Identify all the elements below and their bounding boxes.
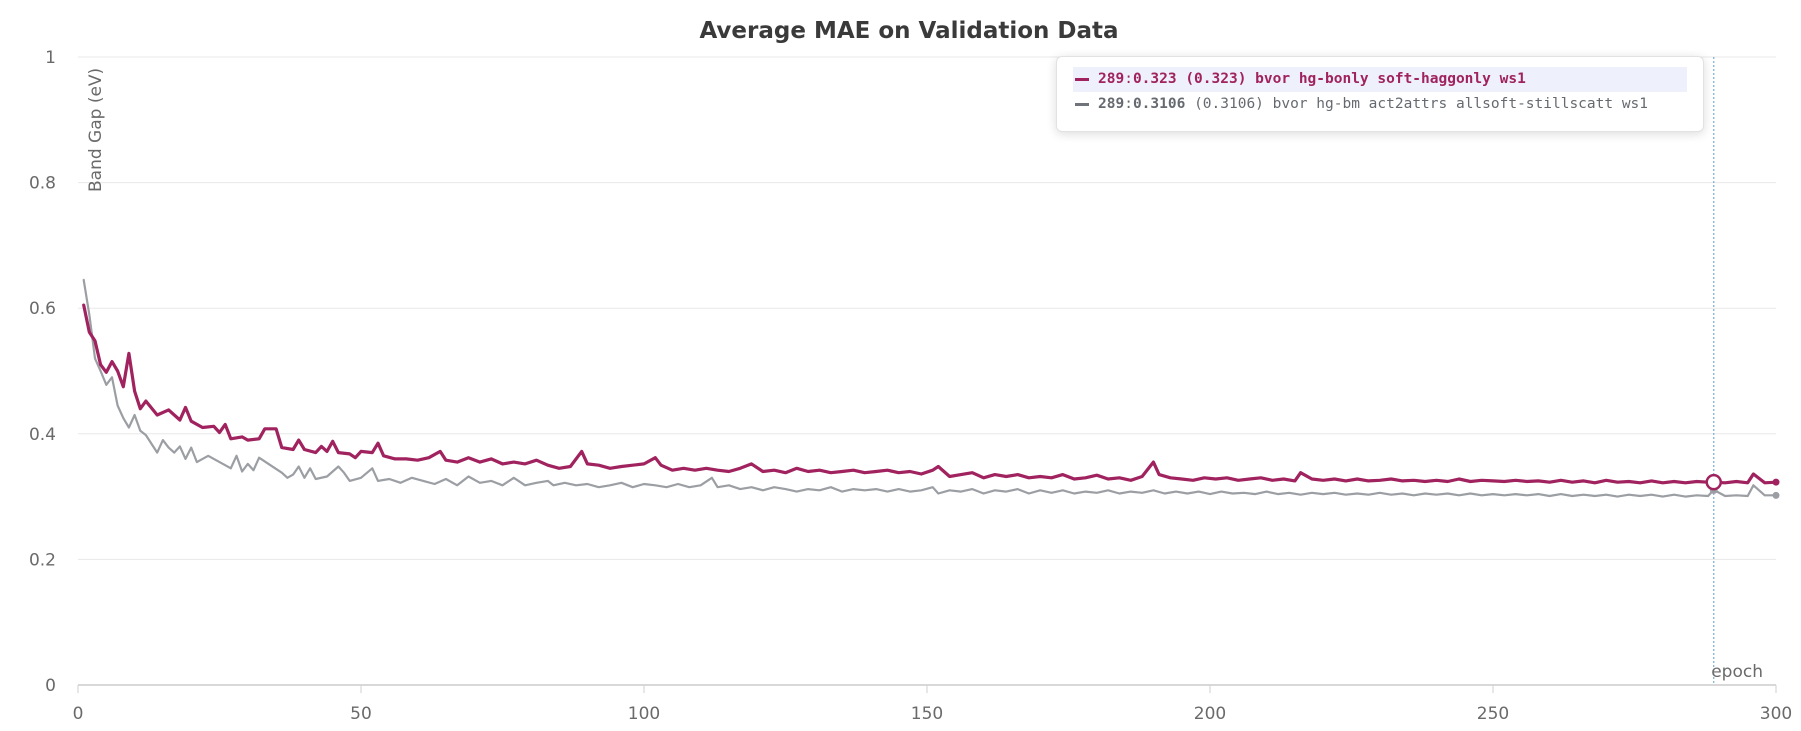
y-tick-label: 0 [45,676,56,696]
tooltip-smoothed-value: (0.3106) [1194,96,1264,112]
tooltip-value: 0.323 [1132,71,1177,87]
hover-point-series-1 [1705,473,1722,491]
y-tick-label: 0.4 [29,425,56,445]
y-tick-label: 0.6 [29,299,56,319]
grid-lines [78,56,1776,560]
series-1-swatch-icon [1075,78,1089,81]
x-tick-label: 100 [628,704,660,724]
series-line-1 [82,303,1778,485]
hover-tooltip: 289: 0.323 (0.323) bvor hg-bonly soft-ha… [1056,56,1704,132]
x-tick-label: 300 [1760,704,1792,724]
series-lines[interactable] [82,278,1778,498]
hover-markers [1705,473,1780,499]
series-end-point-2 [1772,491,1780,499]
tooltip-step: 289 [1098,71,1125,87]
axes: 0 0.2 0.4 0.6 0.8 1 0 50 100 150 200 250 300 [29,48,1792,724]
y-tick-label: 0.2 [29,550,56,570]
series-2-swatch-icon [1075,103,1089,106]
tooltip-row-series-2: 289: 0.3106 (0.3106) bvor hg-bm act2attr… [1073,92,1687,117]
tooltip-smoothed-value: (0.323) [1185,71,1247,87]
y-tick-label: 0.8 [29,174,56,194]
tooltip-series-name: bvor hg-bonly soft-haggonly ws1 [1255,71,1526,87]
tooltip-series-name: bvor hg-bm act2attrs allsoft-stillscatt … [1272,96,1649,112]
y-tick-label: 1 [45,48,56,68]
series-end-point-1 [1772,478,1780,486]
tooltip-value: 0.3106 [1132,96,1186,112]
tooltip-row-series-1: 289: 0.323 (0.323) bvor hg-bonly soft-ha… [1073,67,1687,92]
x-tick-label: 150 [911,704,943,724]
series-line-2 [82,278,1778,498]
x-tick-label: 250 [1477,704,1509,724]
x-axis-label: epoch [1711,662,1763,682]
tooltip-step: 289 [1098,96,1125,112]
x-tick-label: 0 [73,704,84,724]
y-axis-label: Band Gap (eV) [86,68,106,192]
x-tick-label: 50 [350,704,372,724]
chart-title: Average MAE on Validation Data [699,18,1118,44]
x-tick-label: 200 [1194,704,1226,724]
